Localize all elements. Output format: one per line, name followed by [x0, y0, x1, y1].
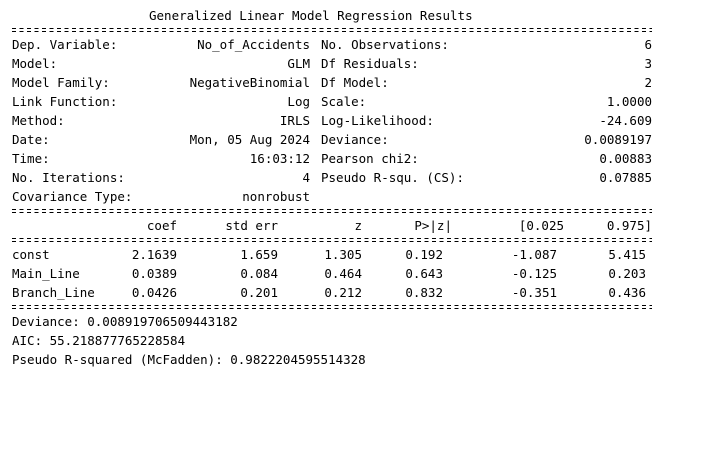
cell-coef: 2.1639	[131, 247, 177, 262]
info-row: Covariance Type: nonrobust	[12, 187, 652, 206]
cell-p-value: 0.192	[405, 247, 443, 262]
regression-summary: Generalized Linear Model Regression Resu…	[12, 6, 652, 369]
coef-header-row: coef std err z P>|z| [0.025 0.975]	[12, 216, 652, 235]
table-row: Main_Line 0.0389 0.084 0.464 0.643 -0.12…	[12, 264, 652, 283]
info-value: 3	[644, 56, 652, 71]
cell-ci-low: -1.087	[511, 247, 557, 262]
info-value: 2	[644, 75, 652, 90]
info-row: Time: 16:03:12 Pearson chi2: 0.00883	[12, 149, 652, 168]
cell-ci-high: 0.203	[608, 266, 646, 281]
info-value: GLM	[287, 56, 310, 71]
info-label: Df Model:	[321, 75, 389, 90]
info-row: Dep. Variable: No_of_Accidents No. Obser…	[12, 35, 652, 54]
info-label: No. Iterations:	[12, 170, 125, 185]
info-value: Mon, 05 Aug 2024	[189, 132, 310, 147]
column-header-ci-low: [0.025	[518, 218, 564, 233]
output-line-aic: AIC: 55.218877765228584	[12, 333, 186, 348]
info-value: IRLS	[279, 113, 310, 128]
info-value: Log	[287, 94, 310, 109]
cell-ci-low: -0.351	[511, 285, 557, 300]
column-header-ci-high: 0.975]	[606, 218, 652, 233]
info-label: Time:	[12, 151, 50, 166]
table-row: const 2.1639 1.659 1.305 0.192 -1.087 5.…	[12, 245, 652, 264]
cell-p-value: 0.643	[405, 266, 443, 281]
cell-z: 0.212	[324, 285, 362, 300]
summary-title: Generalized Linear Model Regression Resu…	[149, 8, 473, 23]
info-label: Link Function:	[12, 94, 118, 109]
info-label: Pseudo R-squ. (CS):	[321, 170, 464, 185]
info-value: 4	[302, 170, 310, 185]
info-label: Dep. Variable:	[12, 37, 118, 52]
cell-z: 0.464	[324, 266, 362, 281]
extra-output: Deviance: 0.008919706509443182 AIC: 55.2…	[12, 312, 652, 369]
info-label: Covariance Type:	[12, 189, 133, 204]
output-line-deviance: Deviance: 0.008919706509443182	[12, 314, 238, 329]
info-label: Scale:	[321, 94, 367, 109]
column-header-p-value: P>|z|	[414, 218, 452, 233]
column-header-std-err: std err	[225, 218, 278, 233]
cell-z: 1.305	[324, 247, 362, 262]
info-label: Method:	[12, 113, 65, 128]
info-row: No. Iterations: 4 Pseudo R-squ. (CS): 0.…	[12, 168, 652, 187]
separator-top	[12, 25, 652, 35]
info-label: Model Family:	[12, 75, 110, 90]
info-row: Link Function: Log Scale: 1.0000	[12, 92, 652, 111]
info-value: -24.609	[599, 113, 652, 128]
cell-std-err: 1.659	[240, 247, 278, 262]
info-value: NegativeBinomial	[189, 75, 310, 90]
info-label: Df Residuals:	[321, 56, 419, 71]
cell-coef: 0.0426	[131, 285, 177, 300]
separator-mid	[12, 206, 652, 216]
info-value: 0.00883	[599, 151, 652, 166]
info-row: Model: GLM Df Residuals: 3	[12, 54, 652, 73]
info-label: Model:	[12, 56, 58, 71]
title-row: Generalized Linear Model Regression Resu…	[12, 6, 652, 25]
info-value: nonrobust	[242, 189, 310, 204]
info-value: 6	[644, 37, 652, 52]
info-value: 1.0000	[606, 94, 652, 109]
output-line-pseudo-r2: Pseudo R-squared (McFadden): 0.982220459…	[12, 352, 366, 367]
info-row: Model Family: NegativeBinomial Df Model:…	[12, 73, 652, 92]
column-header-coef: coef	[146, 218, 177, 233]
column-header-z: z	[354, 218, 362, 233]
info-value: 0.0089197	[584, 132, 652, 147]
info-row: Method: IRLS Log-Likelihood: -24.609	[12, 111, 652, 130]
cell-ci-high: 5.415	[608, 247, 646, 262]
info-label: Log-Likelihood:	[321, 113, 434, 128]
separator-bottom	[12, 302, 652, 312]
info-value: 0.07885	[599, 170, 652, 185]
coef-table-body: const 2.1639 1.659 1.305 0.192 -1.087 5.…	[12, 245, 652, 302]
table-row: Branch_Line 0.0426 0.201 0.212 0.832 -0.…	[12, 283, 652, 302]
info-label: Deviance:	[321, 132, 389, 147]
info-label: No. Observations:	[321, 37, 449, 52]
separator-header	[12, 235, 652, 245]
cell-coef: 0.0389	[131, 266, 177, 281]
cell-ci-low: -0.125	[511, 266, 557, 281]
cell-p-value: 0.832	[405, 285, 443, 300]
info-value: No_of_Accidents	[197, 37, 310, 52]
row-name: Main_Line	[12, 266, 80, 281]
row-name: Branch_Line	[12, 285, 95, 300]
info-label: Pearson chi2:	[321, 151, 419, 166]
cell-std-err: 0.084	[240, 266, 278, 281]
info-row: Date: Mon, 05 Aug 2024 Deviance: 0.00891…	[12, 130, 652, 149]
cell-std-err: 0.201	[240, 285, 278, 300]
model-info-section: Dep. Variable: No_of_Accidents No. Obser…	[12, 35, 652, 206]
info-value: 16:03:12	[249, 151, 310, 166]
info-label: Date:	[12, 132, 50, 147]
row-name: const	[12, 247, 50, 262]
cell-ci-high: 0.436	[608, 285, 646, 300]
